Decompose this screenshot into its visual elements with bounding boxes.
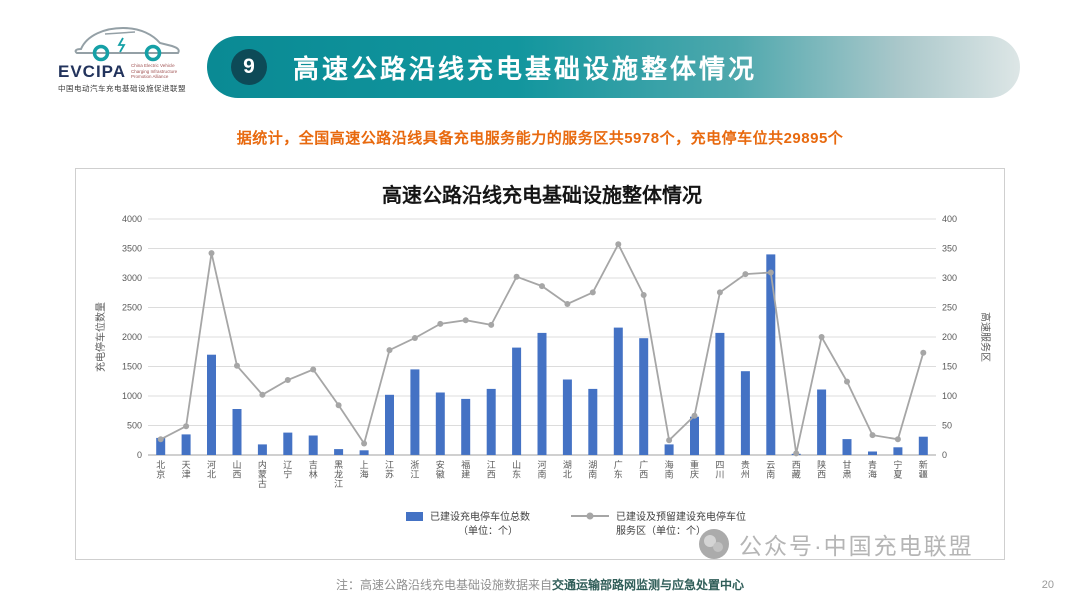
svg-text:河北: 河北 bbox=[207, 459, 216, 480]
svg-text:贵州: 贵州 bbox=[741, 459, 750, 480]
svg-text:200: 200 bbox=[942, 332, 957, 342]
svg-text:广东: 广东 bbox=[614, 459, 623, 480]
svg-text:已建设及预留建设充电停车位: 已建设及预留建设充电停车位 bbox=[616, 510, 746, 523]
page-number: 20 bbox=[1041, 579, 1054, 591]
svg-text:0: 0 bbox=[137, 450, 142, 460]
svg-text:2500: 2500 bbox=[122, 303, 142, 313]
svg-text:4000: 4000 bbox=[122, 214, 142, 224]
svg-text:高速公路沿线充电基础设施整体情况: 高速公路沿线充电基础设施整体情况 bbox=[382, 183, 702, 207]
section-number-badge: 9 bbox=[231, 49, 267, 85]
evcipa-car-logo-icon bbox=[74, 26, 180, 62]
svg-text:3000: 3000 bbox=[122, 273, 142, 283]
svg-text:3500: 3500 bbox=[122, 244, 142, 254]
logo-subtitle-cn: 中国电动汽车充电基础设施促进联盟 bbox=[58, 84, 186, 93]
svg-text:天津: 天津 bbox=[182, 460, 191, 480]
svg-text:广西: 广西 bbox=[639, 459, 648, 480]
svg-text:300: 300 bbox=[942, 273, 957, 283]
svg-text:河南: 河南 bbox=[537, 459, 546, 480]
stats-summary-text: 据统计，全国高速公路沿线具备充电服务能力的服务区共5978个，充电停车位共298… bbox=[236, 130, 844, 147]
svg-text:400: 400 bbox=[942, 214, 957, 224]
svg-text:甘肃: 甘肃 bbox=[842, 459, 851, 480]
svg-text:1500: 1500 bbox=[122, 362, 142, 372]
combo-chart: 高速公路沿线充电基础设施整体情况 0 0 500 50 1000 100 1500 150 200… bbox=[94, 183, 992, 537]
svg-text:吉林: 吉林 bbox=[309, 460, 318, 480]
svg-text:山东: 山东 bbox=[512, 460, 521, 480]
svg-text:（单位：个）: （单位：个） bbox=[458, 524, 518, 537]
watermark-text: 公众号·中国充电联盟 bbox=[739, 533, 974, 559]
svg-text:宁夏: 宁夏 bbox=[893, 459, 902, 480]
svg-text:50: 50 bbox=[942, 421, 952, 431]
page-title: 高速公路沿线充电基础设施整体情况 bbox=[293, 53, 758, 84]
svg-text:山西: 山西 bbox=[232, 460, 241, 480]
svg-text:辽宁: 辽宁 bbox=[283, 460, 292, 480]
svg-text:250: 250 bbox=[942, 303, 957, 313]
svg-text:100: 100 bbox=[942, 391, 957, 401]
svg-text:500: 500 bbox=[127, 421, 142, 431]
svg-text:高速服务区: 高速服务区 bbox=[979, 312, 992, 362]
evcipa-logo: EVCIPA China Electric Vehicle Charging I… bbox=[58, 20, 194, 94]
svg-text:服务区（单位：个）: 服务区（单位：个） bbox=[616, 524, 706, 537]
svg-text:湖北: 湖北 bbox=[563, 460, 572, 480]
watermark: 公众号·中国充电联盟 bbox=[698, 527, 974, 561]
svg-text:陕西: 陕西 bbox=[817, 459, 826, 480]
svg-text:已建设充电停车位总数: 已建设充电停车位总数 bbox=[430, 510, 530, 523]
logo-subtitle-en: China Electric Vehicle Charging Infrastr… bbox=[131, 63, 178, 80]
svg-text:2000: 2000 bbox=[122, 332, 142, 342]
svg-text:江苏: 江苏 bbox=[385, 460, 394, 480]
svg-text:四川: 四川 bbox=[715, 460, 724, 480]
svg-text:青海: 青海 bbox=[868, 459, 877, 480]
svg-text:充电停车位数量: 充电停车位数量 bbox=[94, 302, 107, 372]
svg-text:北京: 北京 bbox=[156, 460, 165, 480]
svg-text:上海: 上海 bbox=[360, 460, 369, 480]
svg-text:江西: 江西 bbox=[487, 460, 496, 480]
svg-text:150: 150 bbox=[942, 362, 957, 372]
svg-text:安徽: 安徽 bbox=[436, 459, 445, 480]
svg-text:海南: 海南 bbox=[665, 459, 674, 480]
svg-text:1000: 1000 bbox=[122, 391, 142, 401]
svg-text:0: 0 bbox=[942, 450, 947, 460]
logo-name: EVCIPA bbox=[58, 62, 127, 81]
svg-text:内蒙古: 内蒙古 bbox=[258, 459, 267, 489]
svg-text:浙江: 浙江 bbox=[410, 459, 419, 480]
svg-text:黑龙江: 黑龙江 bbox=[334, 460, 343, 489]
header-banner: 9 高速公路沿线充电基础设施整体情况 bbox=[207, 36, 1020, 98]
watermark-logo-icon bbox=[699, 529, 729, 559]
svg-text:湖南: 湖南 bbox=[588, 460, 597, 480]
chart-card: 高速公路沿线充电基础设施整体情况 0 0 500 50 1000 100 1500 150 200… bbox=[75, 168, 1005, 560]
svg-text:重庆: 重庆 bbox=[690, 459, 699, 480]
svg-text:西藏: 西藏 bbox=[792, 460, 801, 480]
svg-text:福建: 福建 bbox=[461, 459, 470, 480]
source-note: 注：高速公路沿线充电基础设施数据来自交通运输部路网监测与应急处置中心 bbox=[0, 576, 1080, 593]
svg-text:云南: 云南 bbox=[766, 460, 775, 480]
svg-text:350: 350 bbox=[942, 244, 957, 254]
source-note-bold: 交通运输部路网监测与应急处置中心 bbox=[552, 578, 745, 592]
svg-text:新疆: 新疆 bbox=[919, 459, 928, 480]
source-note-prefix: 注：高速公路沿线充电基础设施数据来自 bbox=[335, 578, 552, 592]
